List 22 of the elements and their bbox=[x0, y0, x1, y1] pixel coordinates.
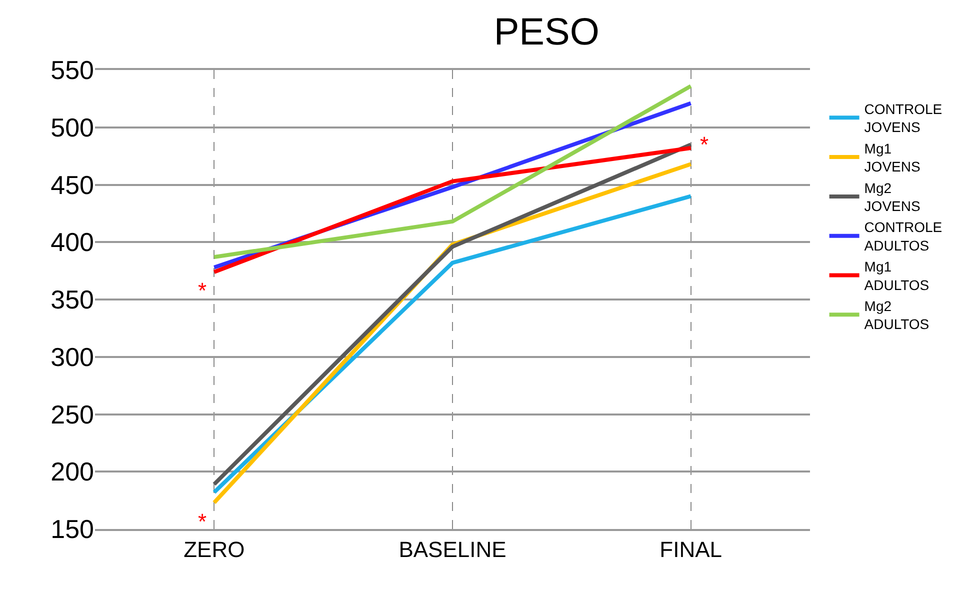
annotation: * bbox=[700, 132, 709, 157]
x-tick-label: FINAL bbox=[660, 537, 722, 562]
annotation: * bbox=[198, 509, 207, 534]
y-tick-label: 550 bbox=[50, 55, 94, 86]
y-tick-label: 400 bbox=[50, 227, 94, 258]
legend-label: Mg1 ADULTOS bbox=[864, 258, 930, 293]
y-tick-label: 250 bbox=[50, 399, 94, 430]
y-tick-label: 450 bbox=[50, 170, 94, 200]
y-tick-label: 200 bbox=[50, 456, 94, 487]
x-tick-label: ZERO bbox=[184, 537, 245, 562]
legend-label: Mg2 ADULTOS bbox=[864, 298, 930, 332]
legend-label: Mg1 JOVENS bbox=[864, 140, 920, 175]
y-tick-label: 150 bbox=[50, 514, 94, 544]
legend-label: CONTROLE ADULTOS bbox=[864, 219, 942, 254]
x-tick-label: BASELINE bbox=[398, 537, 506, 562]
y-tick-label: 350 bbox=[50, 284, 94, 315]
legend-label: Mg2 JOVENS bbox=[864, 180, 920, 214]
y-tick-label: 500 bbox=[50, 112, 94, 142]
y-tick-label: 300 bbox=[50, 342, 94, 372]
chart-title: PESO bbox=[494, 11, 600, 54]
legend-label: CONTROLE JOVENS bbox=[864, 101, 942, 136]
annotation: * bbox=[198, 278, 207, 303]
